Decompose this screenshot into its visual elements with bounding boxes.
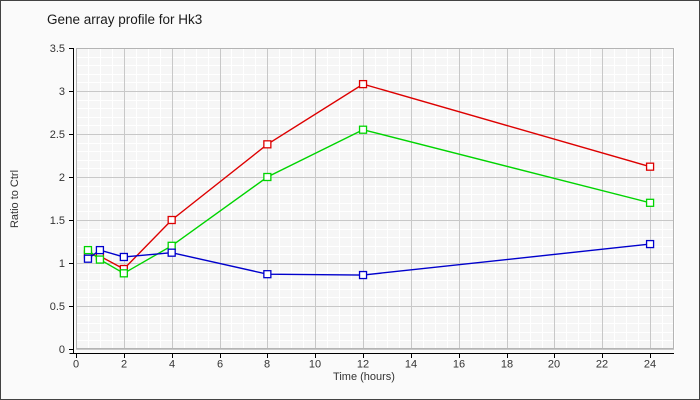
y-tick-label: 1 <box>59 258 65 270</box>
data-point-green <box>167 241 176 250</box>
chart-title: Gene array profile for Hk3 <box>47 12 203 27</box>
x-tick-label: 0 <box>73 359 79 371</box>
y-tick-label: 3 <box>59 86 65 98</box>
x-tick-label: 24 <box>644 359 656 371</box>
x-tick-label: 14 <box>405 359 417 371</box>
x-tick-label: 8 <box>264 359 270 371</box>
data-point-blue <box>119 252 128 262</box>
data-point-blue <box>167 248 176 257</box>
data-point-green <box>358 125 368 134</box>
x-tick-label: 2 <box>121 359 127 371</box>
y-tick-label: 2 <box>59 172 65 184</box>
y-tick-label: 3.5 <box>50 43 65 55</box>
y-tick-label: 0.5 <box>50 301 65 313</box>
data-point-green <box>119 269 128 278</box>
data-point-blue <box>263 270 272 279</box>
y-tick-label: 1.5 <box>50 215 65 227</box>
x-tick-label: 22 <box>596 359 608 371</box>
x-tick-label: 6 <box>217 359 223 371</box>
data-point-green <box>95 255 105 264</box>
x-tick-label: 16 <box>453 359 465 371</box>
x-tick-label: 10 <box>309 359 321 371</box>
data-point-red <box>645 162 655 171</box>
data-point-red <box>358 79 368 89</box>
x-tick-label: 20 <box>548 359 560 371</box>
data-point-blue <box>358 270 368 280</box>
data-point-blue <box>645 239 655 249</box>
x-tick-label: 12 <box>357 359 369 371</box>
data-point-green <box>645 198 655 207</box>
x-axis-title: Time (hours) <box>333 371 395 383</box>
data-point-blue <box>95 245 105 255</box>
data-point-green <box>83 245 93 255</box>
data-point-red <box>263 140 272 149</box>
data-point-green <box>263 172 272 182</box>
x-tick-label: 4 <box>169 359 175 371</box>
plot-frame <box>76 48 674 349</box>
y-tick-label: 2.5 <box>50 129 65 141</box>
data-point-red <box>167 215 176 225</box>
x-tick-label: 18 <box>501 359 513 371</box>
data-point-blue <box>83 254 93 263</box>
y-tick-label: 0 <box>59 344 65 356</box>
